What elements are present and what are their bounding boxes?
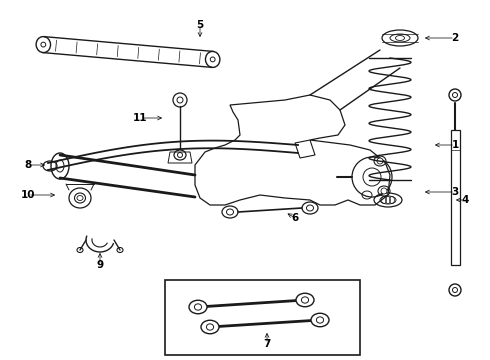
Text: 4: 4 [461, 195, 469, 205]
Text: 3: 3 [451, 187, 459, 197]
Circle shape [377, 158, 383, 164]
Ellipse shape [77, 195, 83, 201]
Text: 7: 7 [263, 339, 270, 349]
Ellipse shape [206, 324, 214, 330]
Text: 10: 10 [21, 190, 35, 200]
Circle shape [381, 188, 387, 194]
Ellipse shape [201, 320, 219, 334]
Ellipse shape [301, 297, 309, 303]
Text: 8: 8 [24, 160, 32, 170]
Text: 6: 6 [292, 213, 298, 223]
Bar [450, 130, 460, 265]
Ellipse shape [41, 42, 46, 47]
Ellipse shape [195, 304, 201, 310]
Text: 2: 2 [451, 33, 459, 43]
Ellipse shape [452, 288, 458, 292]
Ellipse shape [307, 205, 314, 211]
Ellipse shape [177, 153, 182, 158]
Ellipse shape [395, 36, 405, 40]
Ellipse shape [56, 160, 64, 172]
Ellipse shape [177, 97, 183, 103]
Bar [165, 280, 360, 355]
Ellipse shape [189, 300, 207, 314]
Ellipse shape [210, 57, 215, 62]
Ellipse shape [226, 209, 234, 215]
Text: 1: 1 [451, 140, 459, 150]
Text: 11: 11 [133, 113, 147, 123]
Ellipse shape [296, 293, 314, 307]
Text: 5: 5 [196, 20, 204, 30]
Ellipse shape [317, 317, 323, 323]
Ellipse shape [452, 93, 458, 98]
Ellipse shape [311, 313, 329, 327]
Text: 9: 9 [97, 260, 103, 270]
